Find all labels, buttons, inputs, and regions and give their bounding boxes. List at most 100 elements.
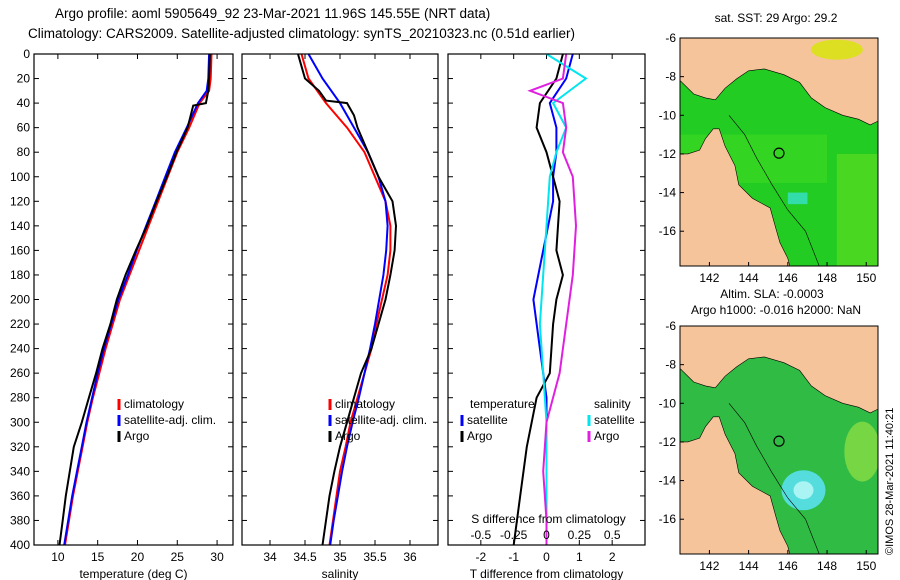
legend-label: satellite [467,413,508,427]
panel-difference: -2 -1 0 1 2 T difference from climatology S di… [447,53,646,580]
map-y-tick-label: -14 [659,186,677,200]
legend-label: Argo [467,429,493,443]
panel-temperature: 0 20 40 60 80 100 120 140 160 180 200 220 240 260 280 3… [10,47,234,580]
y-tick-label: 360 [10,489,30,503]
y-tick-label: 0 [23,47,30,61]
y-tick-label: 260 [10,366,30,380]
map-x-tick-label: 142 [699,559,719,573]
y-tick-label: 80 [17,145,31,159]
top-tick-label: 0.25 [568,528,592,542]
series-line-satellite-adj-clim- [63,54,211,545]
series-group [297,54,398,545]
map-content [680,326,878,554]
map-land-warm [810,39,863,60]
legend-label: satellite [594,413,635,427]
x-tick-label: 35.5 [363,550,387,564]
legend-title: temperature [470,397,535,411]
y-tick-label: 300 [10,415,30,429]
x-tick-label: 1 [576,550,583,564]
series-line-satellite-adj-clim- [307,54,389,545]
map-y-tick-label: -8 [665,70,676,84]
chart-title-line1: Argo profile: aoml 5905649_92 23-Mar-202… [55,6,491,21]
map-x-tick-label: 150 [856,559,876,573]
map-title-sla: Altim. SLA: -0.0003 [720,287,824,301]
map-land-png [680,326,878,414]
map-float-marker [773,147,785,159]
y-tick-label: 400 [10,538,30,552]
top-tick-label: -0.5 [470,528,491,542]
x-tick-label: 0 [543,550,550,564]
panel-frame [447,53,646,546]
map-high-east [844,421,878,482]
x-tick-label: 25 [171,550,185,564]
map-y-tick-label: -8 [665,358,676,372]
map-land-qld [680,416,791,554]
y-tick-label: 60 [17,121,31,135]
map-x-tick-label: 148 [817,271,837,285]
series-line-s-argo [527,54,578,545]
map-sst: -6 -8 -10 -12 -14 -16 142 144 146 148 150 [659,31,879,285]
panel-frame [33,53,234,546]
map-x-tick-label: 150 [856,271,876,285]
map-y-tick-label: -16 [659,224,677,238]
legend-title: salinity [594,397,631,411]
x-tick-label: 34 [263,550,277,564]
map-y-tick-label: -10 [659,396,677,410]
chart-title-line2: Climatology: CARS2009. Satellite-adjuste… [28,26,576,41]
series-group [512,54,588,545]
map-contour [728,403,820,554]
series-line-argo [58,54,211,545]
panel-frame [241,53,439,546]
panel-salinity: 34 34.5 35 35.5 36 salinity climatology satelli… [241,53,439,580]
x-tick-label: 30 [210,550,224,564]
map-y-tick-label: -12 [659,435,677,449]
legend-label: Argo [335,429,361,443]
top-tick-label: 0.5 [604,528,621,542]
series-line-climatology [64,54,213,545]
x-tick-label: 15 [91,550,105,564]
legend-label: satellite-adj. clim. [335,413,427,427]
map-x-tick-label: 146 [778,559,798,573]
map-content [680,38,878,266]
x-tick-label: -2 [475,550,486,564]
legend-label: Argo [594,429,620,443]
top-tick-label: 0 [543,528,550,542]
y-tick-label: 40 [17,96,31,110]
series-line-s-satellite [538,54,588,545]
series-line-climatology [300,54,392,545]
x-axis-label: salinity [322,567,359,580]
map-contour [728,115,820,266]
legend-label: climatology [124,397,184,411]
x-tick-label: 36 [403,550,417,564]
y-tick-label: 20 [17,72,31,86]
credit-text: ©IMOS 28-Mar-2021 11:40:21 [884,408,896,555]
map-y-tick-label: -16 [659,512,677,526]
y-tick-label: 380 [10,513,30,527]
map-sla: -6 -8 -10 -12 -14 -16 142 144 146 148 150 [659,319,879,573]
x-tick-label: 10 [51,550,65,564]
y-tick-label: 160 [10,243,30,257]
map-y-tick-label: -6 [665,31,676,45]
y-tick-label: 100 [10,170,30,184]
x-tick-label: -1 [508,550,519,564]
y-tick-label: 180 [10,268,30,282]
y-tick-label: 240 [10,342,30,356]
map-x-tick-label: 144 [739,271,759,285]
map-x-tick-label: 148 [817,559,837,573]
legend-label: Argo [124,429,150,443]
map-y-tick-label: -6 [665,319,676,333]
map-x-tick-label: 144 [739,559,759,573]
series-line-argo [297,54,398,545]
series-line-t-satellite [532,54,574,545]
series-group [58,54,213,545]
map-cool-patch [787,192,808,205]
map-eddy-core [793,481,814,500]
x-tick-label: 34.5 [293,550,317,564]
legend-label: satellite-adj. clim. [124,413,216,427]
top-tick-label: -0.25 [500,528,528,542]
map-x-tick-label: 146 [778,271,798,285]
map-y-tick-label: -14 [659,474,677,488]
x-axis-label: temperature (deg C) [79,567,187,580]
y-tick-label: 220 [10,317,30,331]
